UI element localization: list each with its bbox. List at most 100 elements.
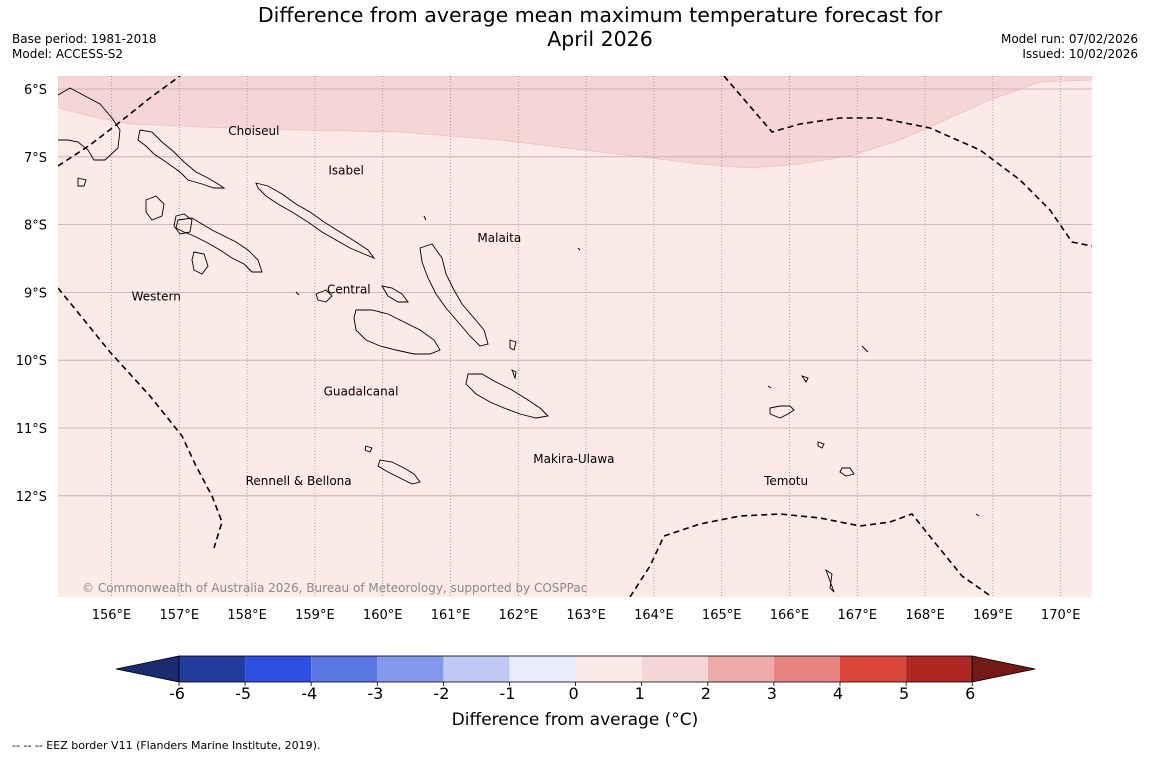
island-santa-cruz xyxy=(769,405,795,419)
island-ulawa xyxy=(511,369,517,380)
colorbar-segment xyxy=(575,656,642,682)
colorbar-over-arrow xyxy=(971,655,1036,683)
colorbar-segment xyxy=(509,656,576,682)
island-small-4 xyxy=(295,291,300,296)
longitude-label: 159°E xyxy=(295,608,335,623)
base-period: Base period: 1981-2018 xyxy=(12,32,157,46)
anomaly-0-1-region xyxy=(58,76,1092,597)
longitude-label: 168°E xyxy=(905,608,945,623)
colorbar-under-arrow xyxy=(115,655,180,683)
region-label: Temotu xyxy=(763,474,808,488)
region-label: Western xyxy=(132,289,181,303)
longitude-label: 170°E xyxy=(1041,608,1081,623)
island-rendova xyxy=(191,251,209,275)
colorbar-tick-label: -2 xyxy=(433,684,449,700)
longitude-label: 158°E xyxy=(227,608,267,623)
island-russell xyxy=(315,289,333,303)
colorbar-segment xyxy=(773,656,840,682)
eez-border-northwest xyxy=(58,76,181,167)
colorbar-segment xyxy=(377,656,444,682)
colorbar-segment xyxy=(840,656,907,682)
island-utupua xyxy=(817,441,825,449)
island-reef-islands xyxy=(800,375,809,383)
island-vella-lavella xyxy=(173,213,193,235)
title-line-2: April 2026 xyxy=(547,27,653,51)
island-rennell xyxy=(377,459,421,485)
island-small-2 xyxy=(423,215,427,221)
colorbar-segment xyxy=(245,656,312,682)
colorbar-tick-label: 4 xyxy=(833,684,843,700)
longitude-label: 160°E xyxy=(363,608,403,623)
island-small-1 xyxy=(767,385,772,389)
coastlines xyxy=(58,87,980,593)
colorbar-tick-label: -4 xyxy=(301,684,317,700)
colorbar-tick-label: 3 xyxy=(767,684,777,700)
island-small-malaita xyxy=(509,339,517,351)
colorbar-tick-label: 5 xyxy=(899,684,909,700)
latitude-label: 10°S xyxy=(16,354,47,369)
longitude-label: 157°E xyxy=(160,608,200,623)
longitude-label: 163°E xyxy=(566,608,606,623)
island-makira xyxy=(465,373,549,419)
longitude-label: 161°E xyxy=(431,608,471,623)
island-malaita xyxy=(419,243,489,347)
latitude-label: 12°S xyxy=(16,490,47,505)
colorbar-tick-label: 6 xyxy=(965,684,975,700)
latitude-label: 6°S xyxy=(24,83,47,98)
latitude-label: 8°S xyxy=(24,219,47,234)
model-run: Model run: 07/02/2026 xyxy=(1000,32,1138,46)
colorbar: -6 -5 -4 -3 -2 -1 0 1 2 3 4 5 6 xyxy=(115,655,1036,700)
copyright-notice: © Commonwealth of Australia 2026, Bureau… xyxy=(82,581,587,595)
island-isabel xyxy=(255,182,376,260)
longitude-label: 156°E xyxy=(92,608,132,623)
longitude-label: 169°E xyxy=(973,608,1013,623)
island-florida xyxy=(381,285,409,303)
island-choiseul xyxy=(137,129,226,189)
island-vanikoro xyxy=(839,467,855,477)
colorbar-segment xyxy=(311,656,378,682)
region-label: Guadalcanal xyxy=(324,384,399,398)
issued-date: Issued: 10/02/2026 xyxy=(1022,47,1138,61)
meta-left: Base period: 1981-2018 Model: ACCESS-S2 xyxy=(12,32,157,62)
colorbar-segment xyxy=(641,656,708,682)
colorbar-tick-label: -3 xyxy=(367,684,383,700)
eez-border xyxy=(58,76,1092,597)
region-label: Choiseul xyxy=(228,124,279,138)
island-new-georgia xyxy=(175,217,263,273)
latitude-labels: 6°S 7°S 8°S 9°S 10°S 11°S 12°S xyxy=(16,83,47,505)
region-label: Makira-Ulawa xyxy=(533,452,614,466)
longitude-label: 166°E xyxy=(770,608,810,623)
longitude-label: 162°E xyxy=(499,608,539,623)
latitude-label: 7°S xyxy=(24,151,47,166)
colorbar-tick-label: -5 xyxy=(235,684,251,700)
island-ranongga xyxy=(145,195,165,221)
colorbar-tick-label: 0 xyxy=(569,684,579,700)
map-area xyxy=(58,76,1092,597)
region-label: Central xyxy=(327,283,371,297)
eez-border-south xyxy=(629,513,993,597)
longitude-labels: 156°E 157°E 158°E 159°E 160°E 161°E 162°E 163°E… xyxy=(92,608,1081,623)
island-bougainville xyxy=(58,87,121,161)
region-label: Isabel xyxy=(328,163,363,177)
colorbar-segment xyxy=(443,656,510,682)
latitude-label: 9°S xyxy=(24,286,47,301)
model-name: Model: ACCESS-S2 xyxy=(12,47,124,61)
colorbar-tick-label: -1 xyxy=(500,684,516,700)
region-label: Malaita xyxy=(477,231,521,245)
colorbar-title: Difference from average (°C) xyxy=(451,710,699,730)
island-small-3 xyxy=(577,247,581,251)
colorbar-segment xyxy=(707,656,774,682)
colorbar-segment xyxy=(906,656,973,682)
longitude-label: 167°E xyxy=(838,608,878,623)
island-duff xyxy=(861,345,869,353)
eez-border-west xyxy=(58,287,223,549)
region-labels: Choiseul Isabel Malaita Western Central Guada… xyxy=(132,124,808,488)
anomaly-1-2-region xyxy=(58,76,1092,169)
map-gridlines xyxy=(58,76,1092,597)
longitude-label: 165°E xyxy=(702,608,742,623)
island-guadalcanal xyxy=(353,309,441,355)
title-line-1: Difference from average mean maximum tem… xyxy=(257,3,943,27)
island-anuta xyxy=(975,513,980,517)
colorbar-segment xyxy=(179,656,246,682)
island-bellona xyxy=(364,445,373,453)
